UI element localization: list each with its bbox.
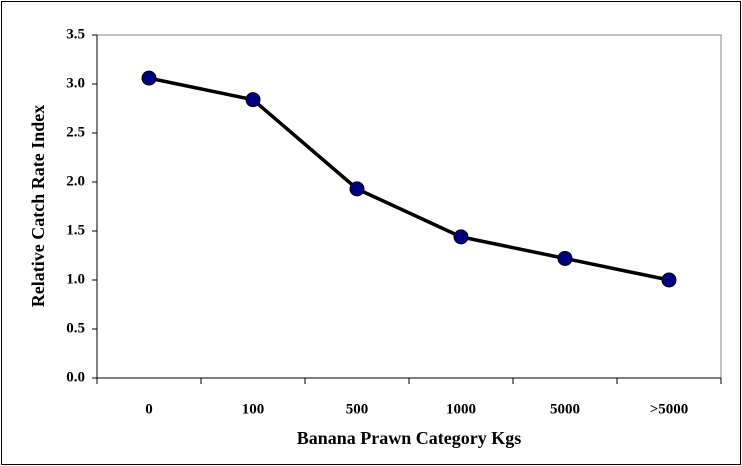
y-tick-label: 0.0 (66, 369, 85, 385)
marker (141, 70, 157, 86)
marker (349, 181, 365, 197)
plot-area (96, 34, 722, 379)
x-tick-label: >5000 (650, 401, 689, 417)
y-tick-label: 2.5 (66, 124, 85, 140)
y-tick-label: 3.0 (66, 75, 85, 91)
marker (661, 272, 677, 288)
x-tick-label: 100 (242, 401, 265, 417)
marker (453, 229, 469, 245)
y-tick-label: 2.0 (66, 173, 85, 189)
y-tick-label: 0.5 (66, 320, 85, 336)
x-tick-label: 5000 (550, 401, 580, 417)
x-tick-label: 1000 (446, 401, 476, 417)
y-tick-label: 1.0 (66, 271, 85, 287)
x-tick-label: 0 (145, 401, 153, 417)
y-tick-label: 3.5 (66, 26, 85, 42)
x-tick-label: 500 (346, 401, 369, 417)
x-axis-title: Banana Prawn Category Kgs (297, 428, 522, 448)
y-tick-label: 1.5 (66, 222, 85, 238)
y-axis-title: Relative Catch Rate Index (28, 105, 48, 307)
marker (245, 92, 261, 108)
marker (557, 250, 573, 266)
line (148, 76, 670, 282)
